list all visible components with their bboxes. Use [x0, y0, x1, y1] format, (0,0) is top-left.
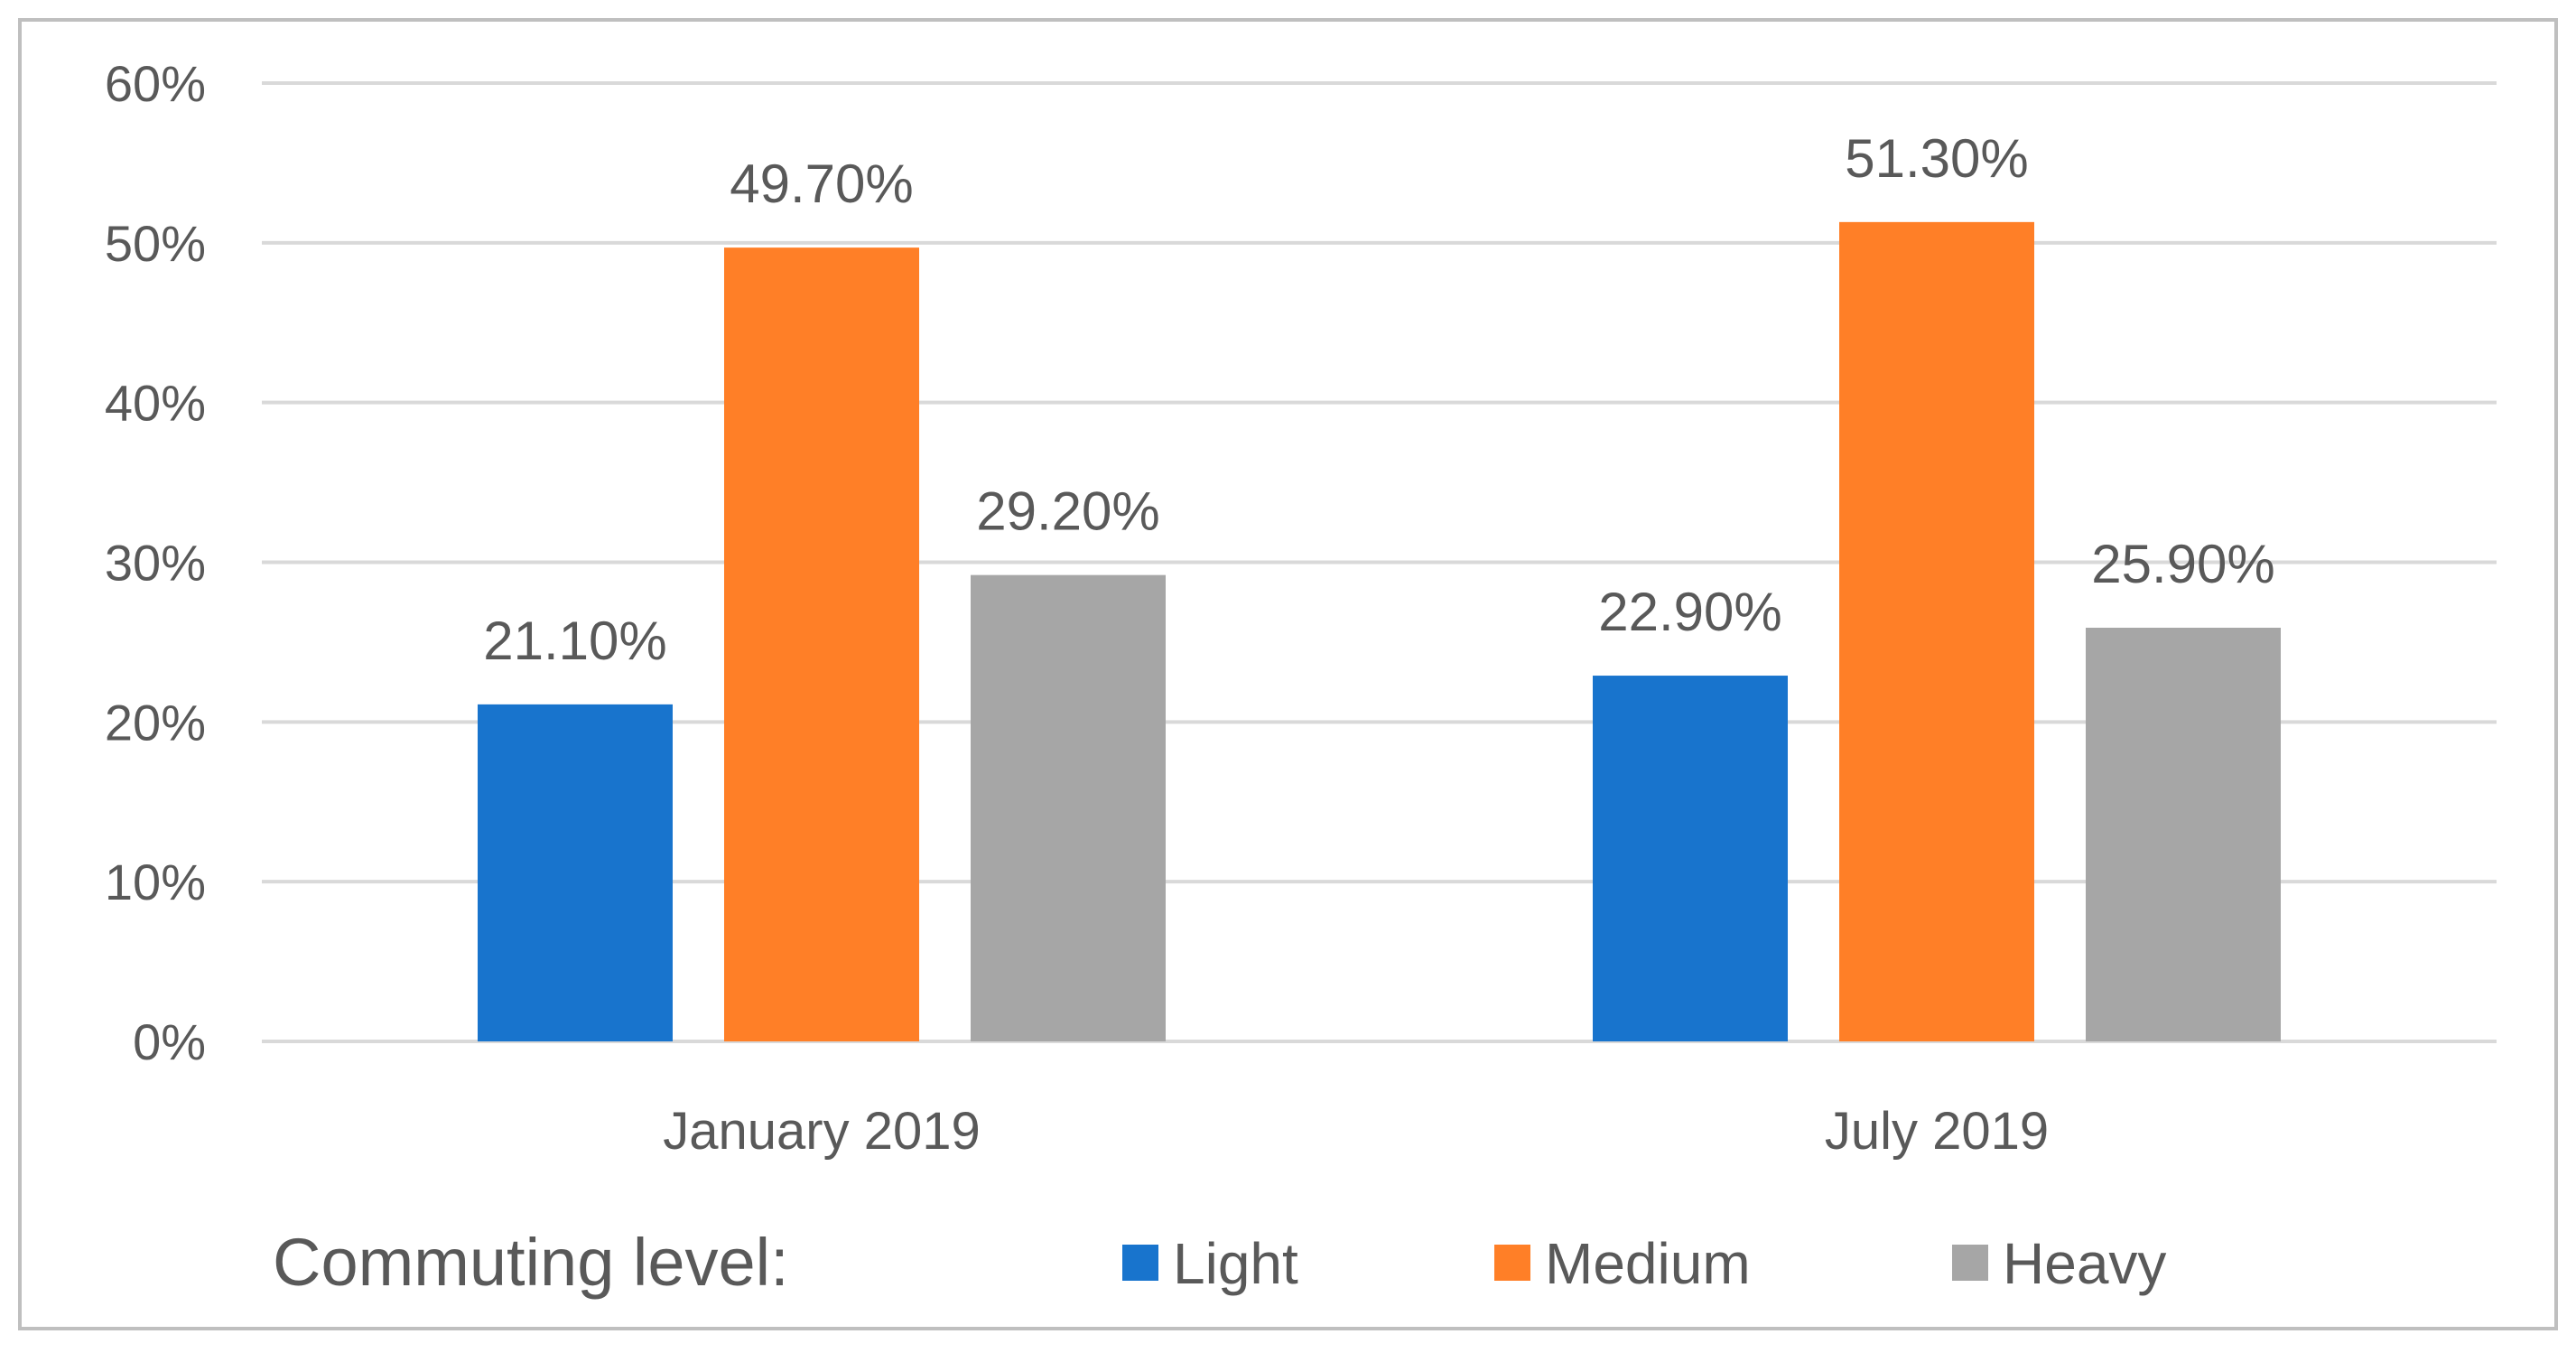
- legend-swatch-medium: [1494, 1245, 1530, 1281]
- bar-heavy-1: [971, 574, 1166, 1041]
- bar-heavy-2: [2086, 628, 2281, 1041]
- y-tick-label: 60%: [105, 55, 206, 112]
- y-tick-label: 10%: [105, 854, 206, 910]
- legend: Commuting level: Light Medium Heavy: [273, 1225, 2166, 1300]
- bar-light-1: [478, 704, 673, 1041]
- data-label: 25.90%: [2091, 534, 2275, 594]
- legend-label-light: Light: [1173, 1231, 1298, 1296]
- legend-label-medium: Medium: [1545, 1231, 1751, 1296]
- bar-light-2: [1593, 676, 1788, 1041]
- x-axis-categories: January 2019 July 2019: [663, 1102, 2049, 1161]
- y-tick-label: 30%: [105, 535, 206, 592]
- legend-swatch-heavy: [1952, 1245, 1988, 1281]
- y-axis-ticks: 0% 10% 20% 30% 40% 50% 60%: [105, 55, 206, 1070]
- y-tick-label: 40%: [105, 375, 206, 432]
- data-label: 51.30%: [1845, 128, 2029, 189]
- y-tick-label: 20%: [105, 694, 206, 751]
- data-label: 49.70%: [730, 154, 914, 214]
- bar-medium-2: [1839, 221, 2034, 1042]
- legend-label-heavy: Heavy: [2003, 1231, 2166, 1296]
- data-label: 22.90%: [1598, 582, 1782, 642]
- bar-medium-1: [724, 247, 919, 1042]
- data-labels: 21.10% 49.70% 29.20% 22.90% 51.30% 25.90%: [483, 128, 2275, 671]
- bars: [478, 221, 2281, 1042]
- x-category-label: July 2019: [1825, 1102, 2049, 1161]
- x-category-label: January 2019: [663, 1102, 980, 1161]
- data-label: 29.20%: [976, 481, 1160, 542]
- y-tick-label: 0%: [133, 1013, 206, 1070]
- y-tick-label: 50%: [105, 215, 206, 272]
- legend-swatch-light: [1122, 1245, 1158, 1281]
- data-label: 21.10%: [483, 611, 667, 671]
- legend-title: Commuting level:: [273, 1225, 789, 1300]
